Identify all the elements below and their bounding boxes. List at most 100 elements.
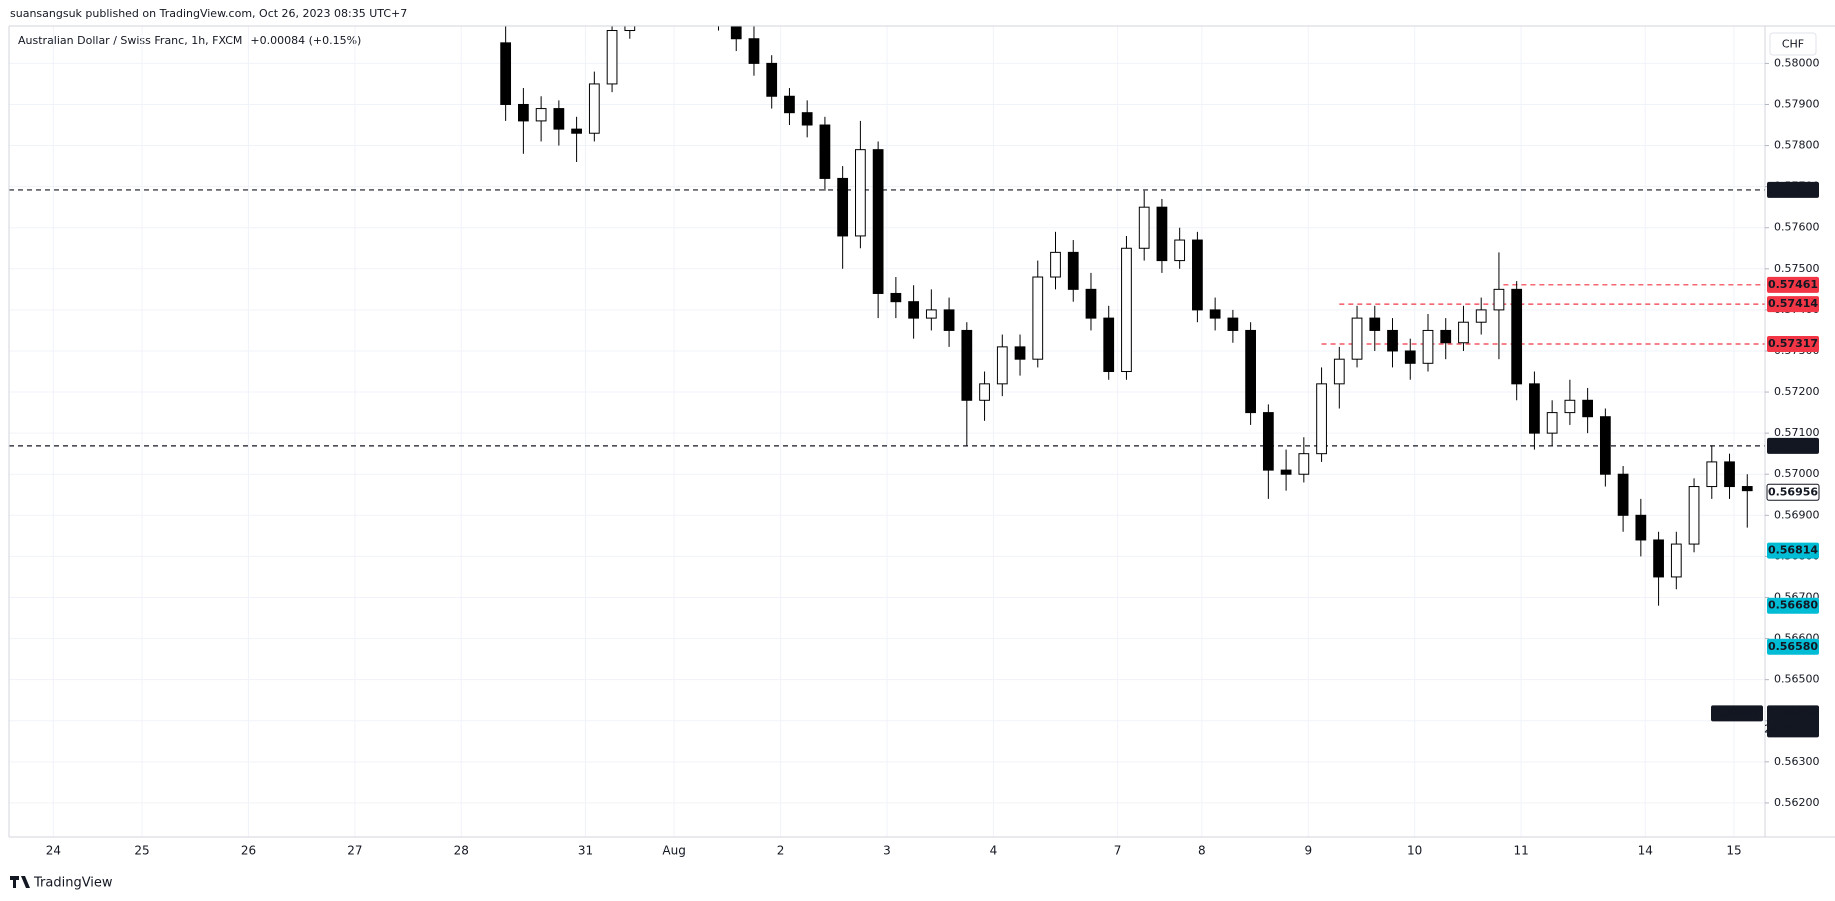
price-tags: 0.57692 0.57461 0.57414 0.57317 0.57069 0.569… [1711,181,1820,738]
x-tick-label: 8 [1198,844,1206,858]
candle-body [1085,288,1097,319]
currency-button[interactable] [1769,32,1817,56]
candle-body [1050,251,1061,278]
candle-body [1564,399,1576,414]
x-tick-label: 10 [1407,844,1422,858]
price-tag [1767,276,1819,293]
price-tag-label: 0.57461 [1768,278,1818,291]
candle-body [748,38,760,64]
symbol-title: Australian Dollar / Swiss Franc, 1h, FXC… [18,34,242,47]
logo [10,876,30,888]
candle-body [1245,329,1256,414]
x-tick-label: 3 [883,844,891,858]
candle-body [1670,543,1682,578]
candle-body [872,149,884,294]
footer-brand: TradingView [33,876,113,891]
candle-body [1688,486,1700,545]
candle-body [1724,461,1735,488]
candle-body [1582,399,1594,418]
candle-body [1209,309,1221,319]
candle-body [1546,412,1558,434]
candle-body [535,108,547,122]
x-tick-label: 7 [1114,844,1122,858]
x-tick-label: 31 [578,844,593,858]
y-tick-label: 0.57600 [1774,221,1820,234]
price-tag [1766,483,1820,501]
candle-body [979,383,990,401]
candle-body [606,30,618,85]
candle-body [1422,329,1434,364]
candle-body [1599,416,1611,475]
currency-button-label[interactable]: CHF [1782,38,1804,51]
y-tick-label: 0.57200 [1774,385,1820,398]
candle-body [801,112,813,126]
price-tag-label: 0.57414 [1768,297,1818,310]
candle-body [1298,453,1310,475]
candle-body [1333,358,1345,385]
candle-body [1387,329,1398,352]
x-tick-label: 2 [777,844,785,858]
price-tag-label: 0.56680 [1768,599,1818,612]
x-tick-label: 11 [1513,844,1528,858]
change: +0.00084 (+0.15%) [250,34,361,47]
price-tag [1767,437,1819,454]
x-tick-label: 9 [1304,844,1312,858]
candle-body [1511,288,1523,385]
candle-body [1741,486,1753,492]
x-tick-label: 14 [1638,844,1653,858]
candle-body [1138,206,1150,249]
price-tag [1767,335,1819,352]
x-tick-label: Aug [662,844,685,858]
candle-body [1156,206,1168,262]
candle-body [571,128,582,134]
price-tag [1767,296,1819,313]
y-tick-label: 0.56200 [1774,796,1820,809]
price-tag [1767,597,1819,614]
candle-body [1475,309,1487,323]
y-tick-label: 0.57100 [1774,426,1820,439]
candle-body [1192,239,1203,311]
y-tick-label: 0.57500 [1774,262,1820,275]
x-tick-label: 28 [454,844,469,858]
candle-body [1369,317,1381,331]
x-tick-label: 15 [1726,844,1741,858]
y-tick-label: 0.56300 [1774,755,1820,768]
y-tick-label: 0.57000 [1774,467,1820,480]
price-tag [1767,542,1819,559]
price-tag-label: 0.56956 [1768,485,1818,498]
price-tag-label: 0.56580 [1768,640,1818,653]
price-tag-label: 0.57692 [1768,183,1818,196]
candle-body [943,309,955,331]
price-tag-label: 0.56418 [1768,706,1818,719]
candle-body [518,103,529,122]
countdown: 24:01 [1764,722,1796,735]
candle-body [766,62,778,97]
candle-body [1174,239,1186,262]
price-tag [1767,638,1819,655]
candle-body [1103,317,1115,373]
price-tag [1767,181,1819,198]
price-tag-label: 0.57069 [1768,439,1818,452]
y-tick-label: 0.58000 [1774,56,1820,69]
price-tag [1767,705,1819,738]
candle-body [819,124,831,179]
candle-body [1067,251,1079,290]
attribution: suansangsuk published on TradingView.com… [10,7,407,20]
x-tick-label: 25 [134,844,149,858]
y-tick-label: 0.57800 [1774,139,1820,152]
candle-body [624,26,636,32]
candle-body [1280,469,1292,475]
candle-body [1493,288,1505,311]
candle-body [500,42,512,105]
candle-body [784,95,795,114]
candle-body [553,108,565,130]
x-tick-label: 4 [990,844,998,858]
candle-body [890,292,902,303]
axes: 24 25 26 27 28 31 Aug 2 3 4 7 8 9 10 11 14 15 0.56200 0.56… [46,56,1820,857]
candle-body [1351,317,1363,360]
price-tag-label: 0.57317 [1768,337,1818,350]
y-tick-label: 0.57900 [1774,97,1820,110]
candle-body [1404,350,1416,364]
candle-body [730,26,742,40]
